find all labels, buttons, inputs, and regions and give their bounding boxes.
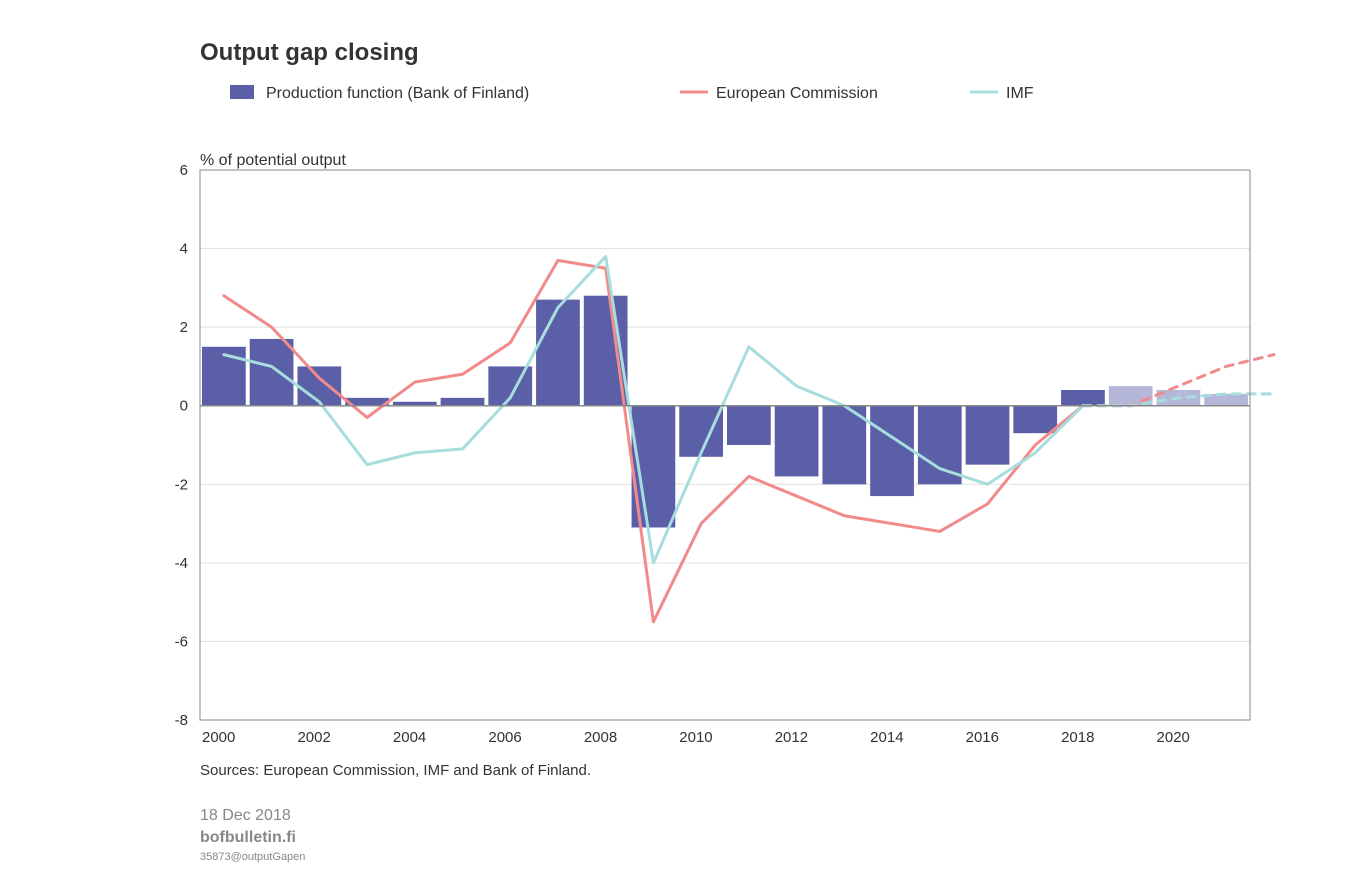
x-tick-label: 2004	[393, 729, 426, 746]
y-axis-label: % of potential output	[200, 152, 346, 169]
x-tick-label: 2010	[679, 729, 712, 746]
bof-bar	[250, 339, 294, 406]
x-tick-label: 2020	[1157, 729, 1190, 746]
bof-bar	[679, 406, 723, 457]
legend: Production function (Bank of Finland) Eur…	[230, 85, 1034, 102]
bof-bar	[966, 406, 1010, 465]
footer-site: bofbulletin.fi	[200, 829, 296, 846]
x-tick-label: 2002	[297, 729, 330, 746]
legend-label-imf: IMF	[1006, 85, 1034, 102]
y-tick-label: -4	[175, 555, 188, 572]
x-tick-label: 2000	[202, 729, 235, 746]
footer-date: 18 Dec 2018	[200, 807, 291, 824]
y-tick-label: -8	[175, 712, 188, 729]
x-tick-label: 2008	[584, 729, 617, 746]
y-tick-label: 6	[180, 162, 188, 179]
axes: 2000 2002 2004 2006 2008 2010 2012 2014 2016 2018…	[200, 170, 1250, 746]
plot-frame	[200, 170, 1250, 720]
y-tick-label: 4	[180, 241, 188, 258]
legend-label-ec: European Commission	[716, 85, 878, 102]
x-tick-label: 2006	[488, 729, 521, 746]
bof-bar	[297, 366, 341, 405]
bof-bar	[1013, 406, 1057, 434]
bof-bar	[536, 300, 580, 406]
bof-bar	[441, 398, 485, 406]
y-tick-label: -2	[175, 476, 188, 493]
footer-id: 35873@outputGapen	[200, 851, 305, 863]
x-tick-label: 2014	[870, 729, 903, 746]
bof-bar	[1061, 390, 1105, 406]
legend-label-bof: Production function (Bank of Finland)	[266, 85, 529, 102]
x-tick-label: 2016	[966, 729, 999, 746]
source-footnote: Sources: European Commission, IMF and Ba…	[200, 762, 591, 779]
x-tick-label: 2012	[775, 729, 808, 746]
x-tick-label: 2018	[1061, 729, 1094, 746]
bof-bar	[727, 406, 771, 445]
y-tick-label: 0	[180, 398, 188, 415]
legend-swatch-bof	[230, 85, 254, 99]
bof-bar	[870, 406, 914, 496]
chart-title: Output gap closing	[200, 39, 419, 66]
chart-root: Output gap closing Production function (…	[0, 0, 1348, 880]
y-tick-label: -6	[175, 633, 188, 650]
y-tick-label: 2	[180, 319, 188, 336]
bof-bar	[775, 406, 819, 477]
plot-area: -8 -6 -4 -2 0 2 4 6 2000 2002 2004 2006 2008 2010 201…	[175, 162, 1274, 746]
